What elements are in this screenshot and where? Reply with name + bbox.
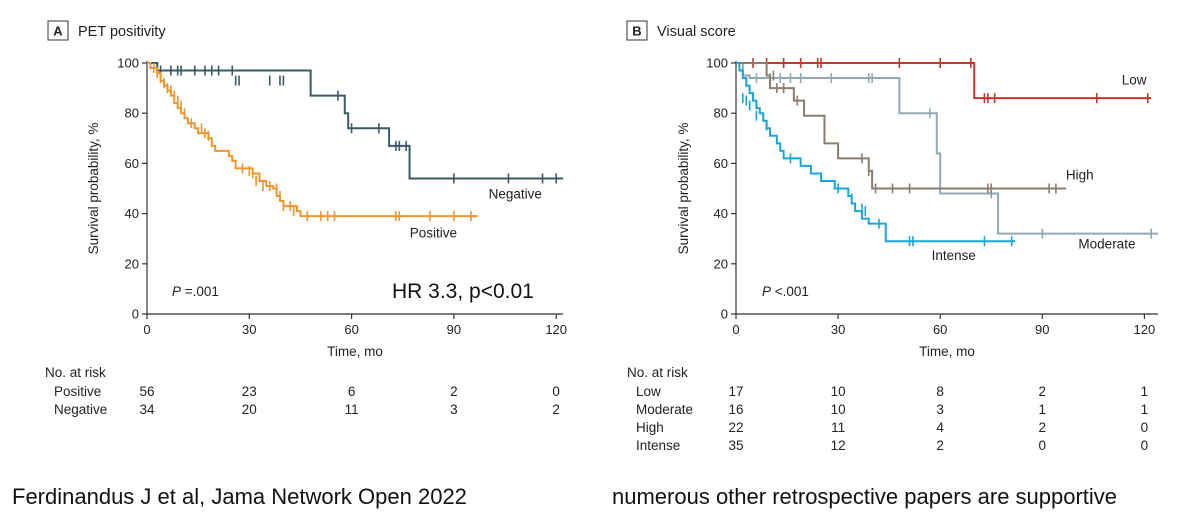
x-axis-label: Time, mo bbox=[327, 344, 383, 359]
risk-value: 1 bbox=[1141, 402, 1149, 417]
risk-row-label: High bbox=[636, 420, 664, 435]
y-tick-label: 40 bbox=[714, 206, 728, 221]
x-tick-label: 120 bbox=[545, 322, 567, 337]
x-tick-label: 30 bbox=[831, 322, 845, 337]
y-tick-label: 100 bbox=[117, 56, 139, 71]
risk-value: 11 bbox=[831, 420, 845, 435]
x-tick-label: 90 bbox=[1035, 322, 1049, 337]
risk-row-label: Negative bbox=[54, 402, 107, 417]
panel-badge bbox=[626, 20, 648, 41]
risk-value: 20 bbox=[242, 402, 257, 417]
risk-value: 22 bbox=[728, 420, 743, 435]
risk-value: 10 bbox=[831, 384, 846, 399]
survival-curve-intense bbox=[736, 62, 1016, 243]
survival-curve-low bbox=[736, 62, 1152, 100]
p-value-annotation: P <.001 bbox=[762, 284, 809, 299]
risk-value: 0 bbox=[1039, 438, 1047, 453]
panel-letter: B bbox=[632, 24, 641, 39]
y-tick-label: 20 bbox=[125, 256, 139, 271]
hazard-ratio-annotation: HR 3.3, p<0.01 bbox=[392, 280, 534, 303]
survival-curve-negative bbox=[147, 62, 563, 180]
series-intense bbox=[736, 62, 1016, 247]
curve-label-intense: Intense bbox=[932, 248, 976, 263]
risk-value: 1 bbox=[1141, 384, 1149, 399]
y-tick-label: 0 bbox=[721, 307, 728, 322]
panel-letter: A bbox=[53, 24, 63, 39]
x-tick-label: 0 bbox=[143, 322, 150, 337]
risk-value: 17 bbox=[728, 384, 743, 399]
risk-table-header: No. at risk bbox=[45, 365, 106, 380]
risk-value: 4 bbox=[936, 420, 944, 435]
risk-value: 2 bbox=[450, 384, 458, 399]
risk-value: 16 bbox=[728, 402, 743, 417]
survival-curve-high bbox=[736, 62, 1067, 190]
risk-value: 2 bbox=[1039, 420, 1047, 435]
risk-value: 2 bbox=[936, 438, 944, 453]
supporting-caption: numerous other retrospective papers are … bbox=[612, 484, 1118, 509]
panel-badge bbox=[47, 20, 69, 41]
x-tick-label: 60 bbox=[344, 322, 358, 337]
risk-row-label: Intense bbox=[636, 438, 680, 453]
risk-value: 1 bbox=[1039, 402, 1047, 417]
risk-value: 6 bbox=[348, 384, 356, 399]
curve-label-moderate: Moderate bbox=[1078, 237, 1135, 252]
y-tick-label: 20 bbox=[714, 256, 728, 271]
chart-title: PET positivity bbox=[78, 24, 166, 40]
risk-row-label: Positive bbox=[54, 384, 101, 399]
risk-value: 34 bbox=[139, 402, 155, 417]
survival-curve-moderate bbox=[736, 62, 1158, 235]
risk-value: 0 bbox=[552, 384, 560, 399]
series-moderate bbox=[736, 62, 1158, 239]
survival-curve-positive bbox=[147, 62, 478, 218]
risk-value: 11 bbox=[345, 402, 359, 417]
risk-value: 10 bbox=[831, 402, 846, 417]
y-tick-label: 100 bbox=[706, 56, 728, 71]
risk-value: 2 bbox=[1039, 384, 1047, 399]
x-tick-label: 90 bbox=[447, 322, 461, 337]
risk-value: 23 bbox=[242, 384, 257, 399]
risk-value: 8 bbox=[936, 384, 944, 399]
curve-label-high: High bbox=[1066, 168, 1094, 183]
risk-value: 56 bbox=[139, 384, 154, 399]
y-tick-label: 80 bbox=[714, 106, 728, 121]
series-positive bbox=[147, 62, 478, 222]
x-tick-label: 30 bbox=[242, 322, 256, 337]
x-axis-label: Time, mo bbox=[919, 344, 975, 359]
risk-value: 12 bbox=[831, 438, 846, 453]
y-tick-label: 40 bbox=[125, 206, 139, 221]
risk-value: 35 bbox=[728, 438, 743, 453]
series-high bbox=[736, 62, 1067, 194]
x-tick-label: 0 bbox=[732, 322, 739, 337]
risk-row-label: Low bbox=[636, 384, 661, 399]
risk-row-label: Moderate bbox=[636, 402, 693, 417]
risk-value: 0 bbox=[1141, 438, 1149, 453]
curve-label-negative: Negative bbox=[489, 187, 542, 202]
x-tick-label: 120 bbox=[1134, 322, 1156, 337]
risk-value: 0 bbox=[1141, 420, 1149, 435]
y-tick-label: 60 bbox=[125, 156, 139, 171]
risk-value: 3 bbox=[450, 402, 458, 417]
chart-title: Visual score bbox=[657, 24, 736, 40]
risk-value: 3 bbox=[936, 402, 944, 417]
risk-table-header: No. at risk bbox=[627, 365, 688, 380]
y-tick-label: 0 bbox=[132, 307, 139, 322]
y-axis-label: Survival probability, % bbox=[86, 123, 101, 255]
curve-label-positive: Positive bbox=[410, 225, 457, 240]
curve-label-low: Low bbox=[1122, 72, 1147, 87]
y-axis-label: Survival probability, % bbox=[676, 123, 691, 255]
risk-value: 2 bbox=[552, 402, 560, 417]
series-low bbox=[736, 58, 1152, 104]
citation-caption: Ferdinandus J et al, Jama Network Open 2… bbox=[12, 484, 467, 509]
y-tick-label: 80 bbox=[125, 106, 139, 121]
p-value-annotation: P =.001 bbox=[172, 284, 219, 299]
x-tick-label: 60 bbox=[933, 322, 947, 337]
y-tick-label: 60 bbox=[714, 156, 728, 171]
series-negative bbox=[147, 62, 563, 184]
